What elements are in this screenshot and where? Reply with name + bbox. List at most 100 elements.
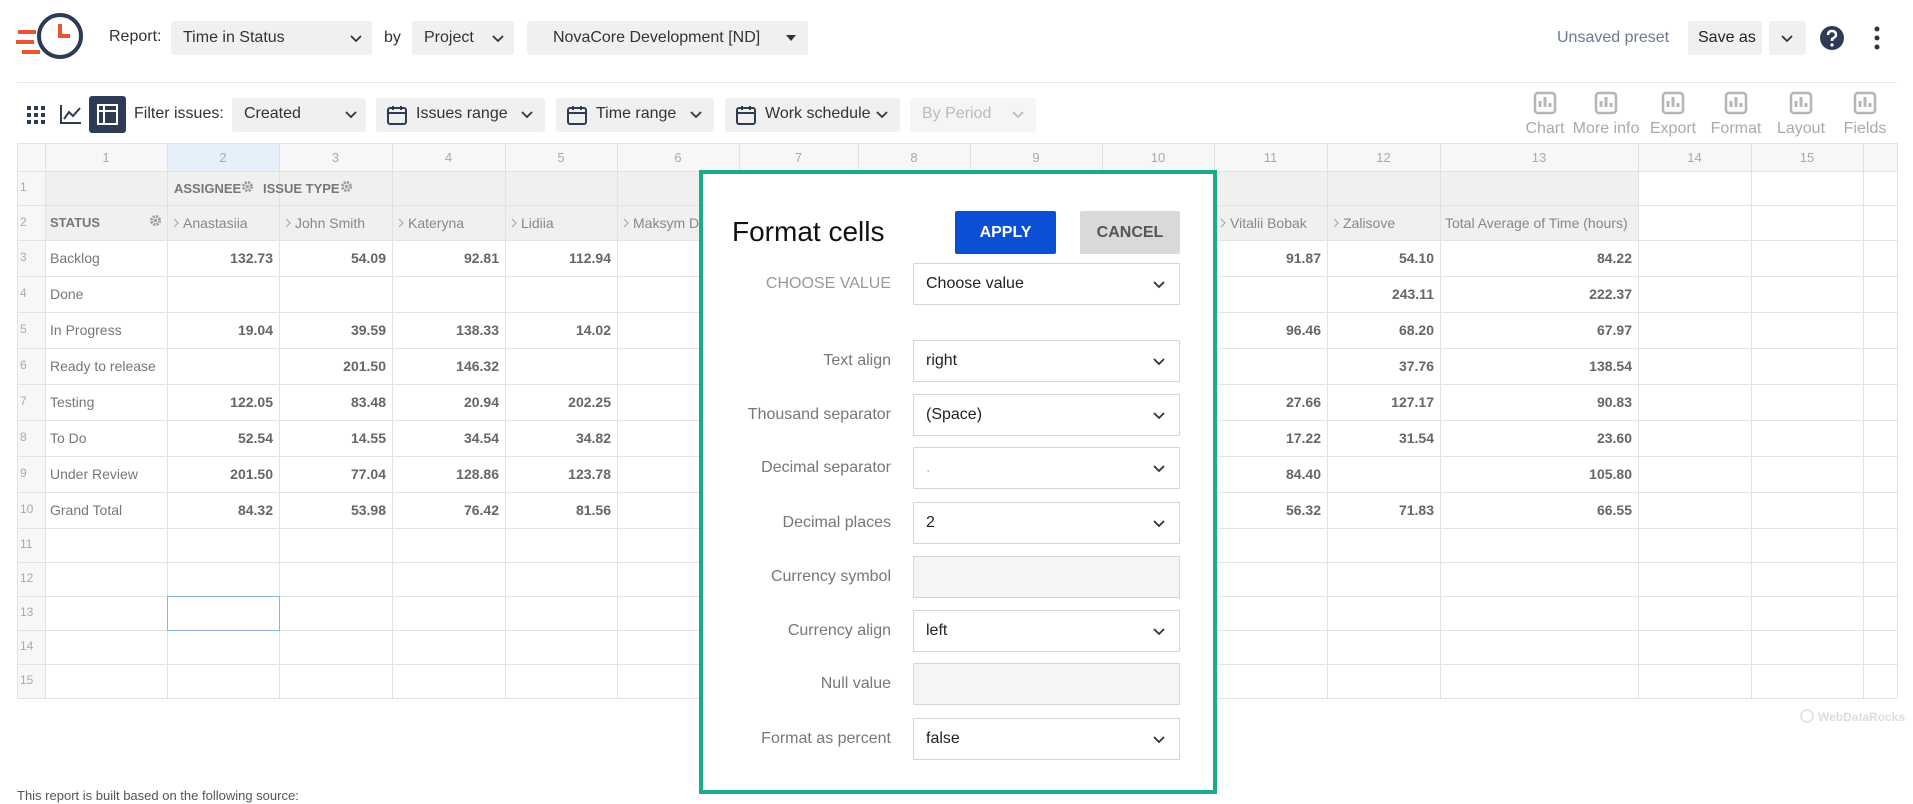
value-cell: 39.59 (350, 322, 386, 338)
value-cell: 138.33 (456, 322, 499, 338)
value-cell: 90.83 (1596, 394, 1632, 410)
expand-icon[interactable] (623, 218, 630, 228)
chart-view-button[interactable] (59, 103, 83, 125)
field-label: Currency align (787, 622, 891, 639)
field-value: Choose value (926, 275, 1024, 292)
expand-icon[interactable] (398, 218, 405, 228)
field-select[interactable] (913, 610, 1180, 652)
status-cell: Ready to release (50, 358, 156, 374)
value-cell: 53.98 (350, 502, 386, 518)
tool-label[interactable]: Fields (1843, 120, 1887, 137)
more-button[interactable] (1870, 25, 1884, 53)
value-cell: 34.54 (463, 430, 499, 446)
expand-icon[interactable] (285, 218, 292, 228)
field-select[interactable] (913, 394, 1180, 436)
value-cell: 68.20 (1398, 322, 1434, 338)
gear-icon[interactable] (340, 180, 353, 193)
toolbar-button[interactable] (556, 98, 714, 132)
chevron (350, 35, 362, 43)
chevron (1781, 35, 1793, 43)
save-menu-button[interactable] (1769, 21, 1806, 55)
gear-icon[interactable] (241, 180, 254, 193)
chevron (1153, 412, 1165, 420)
field-select[interactable] (913, 263, 1180, 305)
field-value: false (926, 730, 960, 747)
tool-icon[interactable] (1532, 90, 1558, 116)
field-input[interactable] (913, 663, 1180, 705)
assignee-header: Vitalii Bobak (1230, 215, 1307, 231)
tool-icon[interactable] (1723, 90, 1749, 116)
field-label: Null value (820, 675, 891, 692)
value-cell: 122.05 (230, 394, 273, 410)
value-cell: 31.54 (1398, 430, 1434, 446)
pivot-view-button[interactable] (89, 96, 126, 133)
toolbar-button[interactable] (376, 98, 545, 132)
field-label: Format as percent (761, 730, 891, 747)
gear-icon[interactable] (149, 214, 162, 227)
row-number: 3 (20, 250, 27, 264)
save-as-button[interactable] (1688, 21, 1762, 55)
row-field-label: ASSIGNEE (174, 181, 242, 196)
row-number: 7 (20, 394, 27, 408)
value-cell: 71.83 (1398, 502, 1434, 518)
toolbar-button-text: Issues range (416, 105, 508, 122)
cancel-button[interactable]: CANCEL (1080, 211, 1180, 254)
value-cell: 20.94 (463, 394, 499, 410)
tool-label[interactable]: Format (1710, 120, 1762, 137)
value-cell: 67.97 (1596, 322, 1632, 338)
row-number: 9 (20, 466, 27, 480)
help-button[interactable] (1819, 25, 1845, 51)
tool-label[interactable]: Chart (1525, 120, 1565, 137)
unsaved-label: Unsaved preset (1557, 29, 1670, 46)
value-cell: 14.02 (575, 322, 611, 338)
row-field-label: ISSUE TYPE (263, 181, 340, 196)
tool-icon[interactable] (1593, 90, 1619, 116)
expand-icon[interactable] (1220, 218, 1227, 228)
group-select[interactable] (412, 21, 514, 55)
value-cell: 66.55 (1596, 502, 1632, 518)
expand-icon[interactable] (1333, 218, 1340, 228)
expand-icon[interactable] (511, 218, 518, 228)
group-select-text: Project (424, 29, 474, 46)
field-select[interactable] (913, 447, 1180, 489)
tool-icon[interactable] (1852, 90, 1878, 116)
chevron (1153, 736, 1165, 744)
tool-icon[interactable] (1660, 90, 1686, 116)
selected-cell (167, 596, 280, 631)
value-cell: 27.66 (1285, 394, 1321, 410)
grid-view-button[interactable] (25, 104, 47, 126)
total-header: Total Average of Time (hours) (1445, 215, 1628, 231)
value-cell: 132.73 (230, 250, 273, 266)
project-select[interactable] (527, 21, 808, 55)
tool-icon[interactable] (1788, 90, 1814, 116)
status-cell: In Progress (50, 322, 122, 338)
report-select[interactable] (171, 21, 372, 55)
field-select[interactable] (913, 718, 1180, 760)
field-label: CHOOSE VALUE (765, 275, 891, 292)
field-select[interactable] (913, 502, 1180, 544)
value-cell: 92.81 (463, 250, 499, 266)
filter-select[interactable] (232, 98, 366, 132)
field-select[interactable] (913, 340, 1180, 382)
value-cell: 84.32 (237, 502, 273, 518)
chevron (690, 111, 702, 119)
chevron (492, 35, 504, 43)
value-cell: 91.87 (1285, 250, 1321, 266)
expand-icon[interactable] (173, 218, 180, 228)
field-input[interactable] (913, 556, 1180, 598)
value-cell: 37.76 (1398, 358, 1434, 374)
chevron (521, 111, 533, 119)
value-cell: 201.50 (230, 466, 273, 482)
status-cell: Backlog (50, 250, 100, 266)
tool-label[interactable]: More info (1572, 120, 1640, 137)
apply-button[interactable]: APPLY (955, 211, 1056, 254)
chevron (1153, 628, 1165, 636)
assignee-header: Kateryna (408, 215, 465, 231)
column-number: 14 (1687, 150, 1702, 165)
chevron (1153, 465, 1165, 473)
value-cell: 83.48 (350, 394, 386, 410)
column-number: 5 (557, 150, 565, 165)
column-number: 1 (102, 150, 110, 165)
tool-label[interactable]: Layout (1776, 120, 1826, 137)
tool-label[interactable]: Export (1649, 120, 1697, 137)
